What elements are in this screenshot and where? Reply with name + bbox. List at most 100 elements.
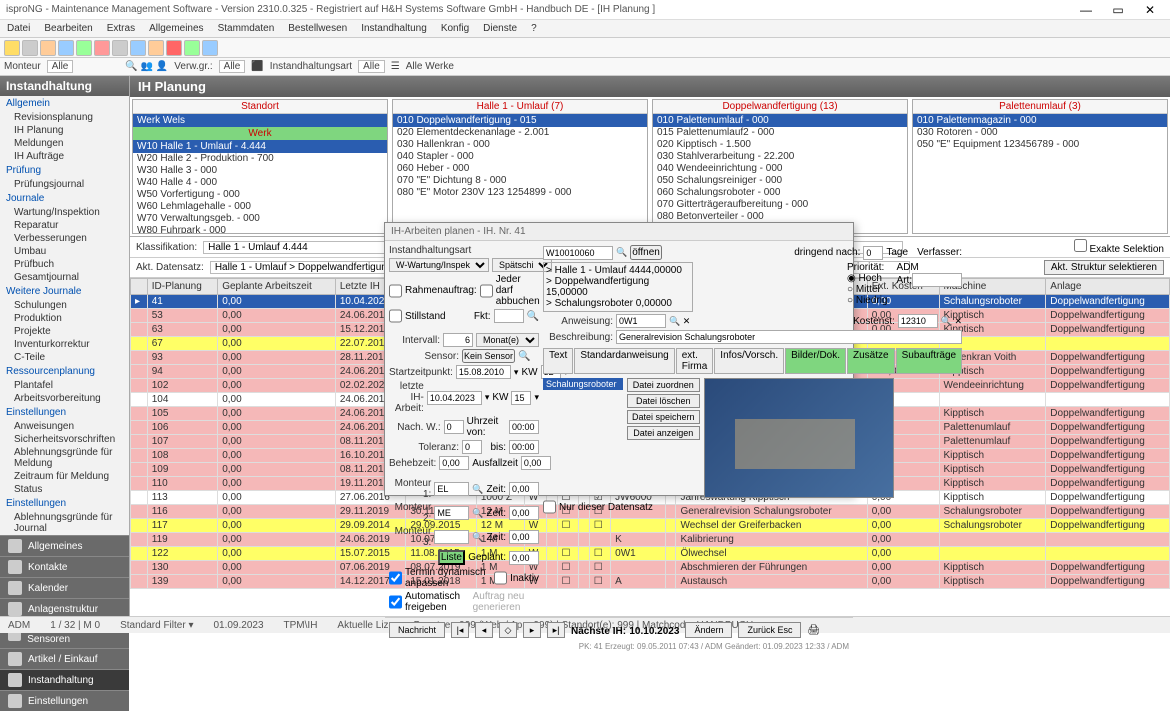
jeder-check[interactable] bbox=[480, 284, 493, 298]
side-item[interactable]: Status bbox=[0, 483, 129, 496]
side-item[interactable]: Prüfungsjournal bbox=[0, 178, 129, 191]
side-item[interactable]: Prüfbuch bbox=[0, 258, 129, 271]
tree-row[interactable]: 020 Elementdeckenanlage - 2.001 bbox=[393, 127, 647, 139]
liste-button[interactable]: Liste bbox=[438, 550, 466, 565]
nachricht-button[interactable]: Nachricht bbox=[389, 622, 445, 638]
side-item[interactable]: Verbesserungen bbox=[0, 232, 129, 245]
tree-row[interactable]: 070 "E" Dichtung 8 - 000 bbox=[393, 175, 647, 187]
rahmen-check[interactable] bbox=[389, 284, 402, 298]
dialog-tab[interactable]: Zusätze bbox=[847, 348, 895, 374]
toolbar-icon[interactable] bbox=[184, 40, 200, 56]
close-icon[interactable]: ✕ bbox=[1136, 3, 1164, 17]
tree-row[interactable]: W30 Halle 3 - 000 bbox=[133, 165, 387, 177]
tree-row[interactable]: W20 Halle 2 - Produktion - 700 bbox=[133, 153, 387, 165]
menu-datei[interactable]: Datei bbox=[0, 23, 37, 34]
side-item[interactable]: IH Aufträge bbox=[0, 150, 129, 163]
dialog-tab[interactable]: Text bbox=[543, 348, 573, 374]
side-item[interactable]: Arbeitsvorbereitung bbox=[0, 392, 129, 405]
side-item[interactable]: Plantafel bbox=[0, 379, 129, 392]
toolbar-icon[interactable] bbox=[58, 40, 74, 56]
tree-row[interactable]: 060 Heber - 000 bbox=[393, 163, 647, 175]
side-item[interactable]: Meldungen bbox=[0, 137, 129, 150]
dialog-tab[interactable]: Infos/Vorsch. bbox=[714, 348, 784, 374]
side-item[interactable]: Umbau bbox=[0, 245, 129, 258]
nav-kalender[interactable]: Kalender bbox=[0, 577, 129, 598]
menu-dienste[interactable]: Dienste bbox=[476, 23, 524, 34]
toolbar-icon[interactable] bbox=[202, 40, 218, 56]
side-item[interactable]: Gesamtjournal bbox=[0, 271, 129, 284]
dialog-tab[interactable]: Bilder/Dok. bbox=[785, 348, 846, 374]
ihart-select[interactable]: Alle bbox=[358, 60, 385, 73]
toolbar-icon[interactable] bbox=[112, 40, 128, 56]
dialog-tab[interactable]: ext. Firma bbox=[676, 348, 714, 374]
dialog-file-button[interactable]: Datei speichern bbox=[627, 410, 700, 424]
aktstruk-button[interactable]: Akt. Struktur selektieren bbox=[1044, 260, 1164, 275]
toolbar-icon[interactable] bbox=[166, 40, 182, 56]
menu-instandhaltung[interactable]: Instandhaltung bbox=[354, 23, 434, 34]
menu-allgemeines[interactable]: Allgemeines bbox=[142, 23, 210, 34]
side-item[interactable]: Inventurkorrektur bbox=[0, 338, 129, 351]
tree-row[interactable]: 015 Palettenumlauf2 - 000 bbox=[653, 127, 907, 139]
side-item[interactable]: Sicherheitsvorschriften bbox=[0, 433, 129, 446]
dialog-file-button[interactable]: Datei anzeigen bbox=[627, 426, 700, 440]
nav-kontakte[interactable]: Kontakte bbox=[0, 556, 129, 577]
nav-next[interactable]: ▸ bbox=[523, 622, 541, 638]
tree-row[interactable]: 060 Schalungsroboter - 000 bbox=[653, 187, 907, 199]
ihart-select[interactable]: W-Wartung/Inspektio bbox=[389, 258, 489, 272]
side-item[interactable]: Revisionsplanung bbox=[0, 111, 129, 124]
sensor-button[interactable]: Kein Sensor bbox=[462, 349, 515, 363]
menu-bestellwesen[interactable]: Bestellwesen bbox=[281, 23, 354, 34]
side-item[interactable]: Ablehnungsgründe für Meldung bbox=[0, 446, 129, 470]
tree-row[interactable]: W40 Halle 4 - 000 bbox=[133, 177, 387, 189]
print-icon[interactable]: 🖨 bbox=[807, 625, 820, 636]
maximize-icon[interactable]: ▭ bbox=[1104, 3, 1132, 17]
nav-prev[interactable]: ◂ bbox=[475, 622, 493, 638]
toolbar-icon[interactable] bbox=[40, 40, 56, 56]
nav-allgemeines[interactable]: Allgemeines bbox=[0, 535, 129, 556]
tree-row[interactable]: 020 Kipptisch - 1.500 bbox=[653, 139, 907, 151]
tree-row[interactable]: 030 Hallenkran - 000 bbox=[393, 139, 647, 151]
tree-row[interactable]: W80 Fuhrpark - 000 bbox=[133, 225, 387, 234]
tree-row[interactable]: W60 Lehmlagehalle - 000 bbox=[133, 201, 387, 213]
nav-last[interactable]: ▸| bbox=[547, 622, 565, 638]
toolbar-icon[interactable] bbox=[4, 40, 20, 56]
nav-artikeleinkauf[interactable]: Artikel / Einkauf bbox=[0, 648, 129, 669]
toolbar-icon[interactable] bbox=[76, 40, 92, 56]
nav-first[interactable]: |◂ bbox=[451, 622, 469, 638]
menu-bearbeiten[interactable]: Bearbeiten bbox=[37, 23, 99, 34]
tree-row[interactable]: W70 Verwaltungsgeb. - 000 bbox=[133, 213, 387, 225]
dialog-tab[interactable]: Subaufträge bbox=[896, 348, 963, 374]
toolbar-icon[interactable] bbox=[22, 40, 38, 56]
menu-stammdaten[interactable]: Stammdaten bbox=[211, 23, 282, 34]
side-item[interactable]: Schulungen bbox=[0, 299, 129, 312]
tree-row[interactable]: W50 Vorfertigung - 000 bbox=[133, 189, 387, 201]
side-item[interactable]: C-Teile bbox=[0, 351, 129, 364]
dialog-tab[interactable]: Standardanweisung bbox=[574, 348, 674, 374]
verwgr-select[interactable]: Alle bbox=[219, 60, 246, 73]
side-item[interactable]: IH Planung bbox=[0, 124, 129, 137]
tree-row[interactable]: 040 Wendeeinrichtung - 000 bbox=[653, 163, 907, 175]
tree-row[interactable]: 070 Gitterträgeraufbereitung - 000 bbox=[653, 199, 907, 211]
tree-row[interactable]: 030 Stahlverarbeitung - 22.200 bbox=[653, 151, 907, 163]
side-item[interactable]: Anweisungen bbox=[0, 420, 129, 433]
menu-konfig[interactable]: Konfig bbox=[434, 23, 476, 34]
tree-row[interactable]: 050 "E" Equipment 123456789 - 000 bbox=[913, 139, 1167, 151]
side-item[interactable]: Produktion bbox=[0, 312, 129, 325]
nav-einstellungen[interactable]: Einstellungen bbox=[0, 690, 129, 711]
andern-button[interactable]: Ändern bbox=[685, 622, 732, 638]
menu-extras[interactable]: Extras bbox=[100, 23, 142, 34]
tree-row[interactable]: 030 Rotoren - 000 bbox=[913, 127, 1167, 139]
dialog-file-button[interactable]: Datei zuordnen bbox=[627, 378, 700, 392]
toolbar-icon[interactable] bbox=[94, 40, 110, 56]
dialog-file-button[interactable]: Datei löschen bbox=[627, 394, 700, 408]
nav-instandhaltung[interactable]: Instandhaltung bbox=[0, 669, 129, 690]
side-item[interactable]: Projekte bbox=[0, 325, 129, 338]
side-item[interactable]: Ablehnungsgründe für Journal bbox=[0, 511, 129, 535]
side-item[interactable]: Wartung/Inspektion bbox=[0, 206, 129, 219]
tree-row[interactable]: W10 Halle 1 - Umlauf - 4.444 bbox=[133, 140, 387, 153]
minimize-icon[interactable]: — bbox=[1072, 3, 1100, 17]
toolbar-icon[interactable] bbox=[130, 40, 146, 56]
toolbar-icon[interactable] bbox=[148, 40, 164, 56]
exakte-check[interactable]: Exakte Selektion bbox=[1074, 239, 1164, 255]
menu-?[interactable]: ? bbox=[524, 23, 544, 34]
